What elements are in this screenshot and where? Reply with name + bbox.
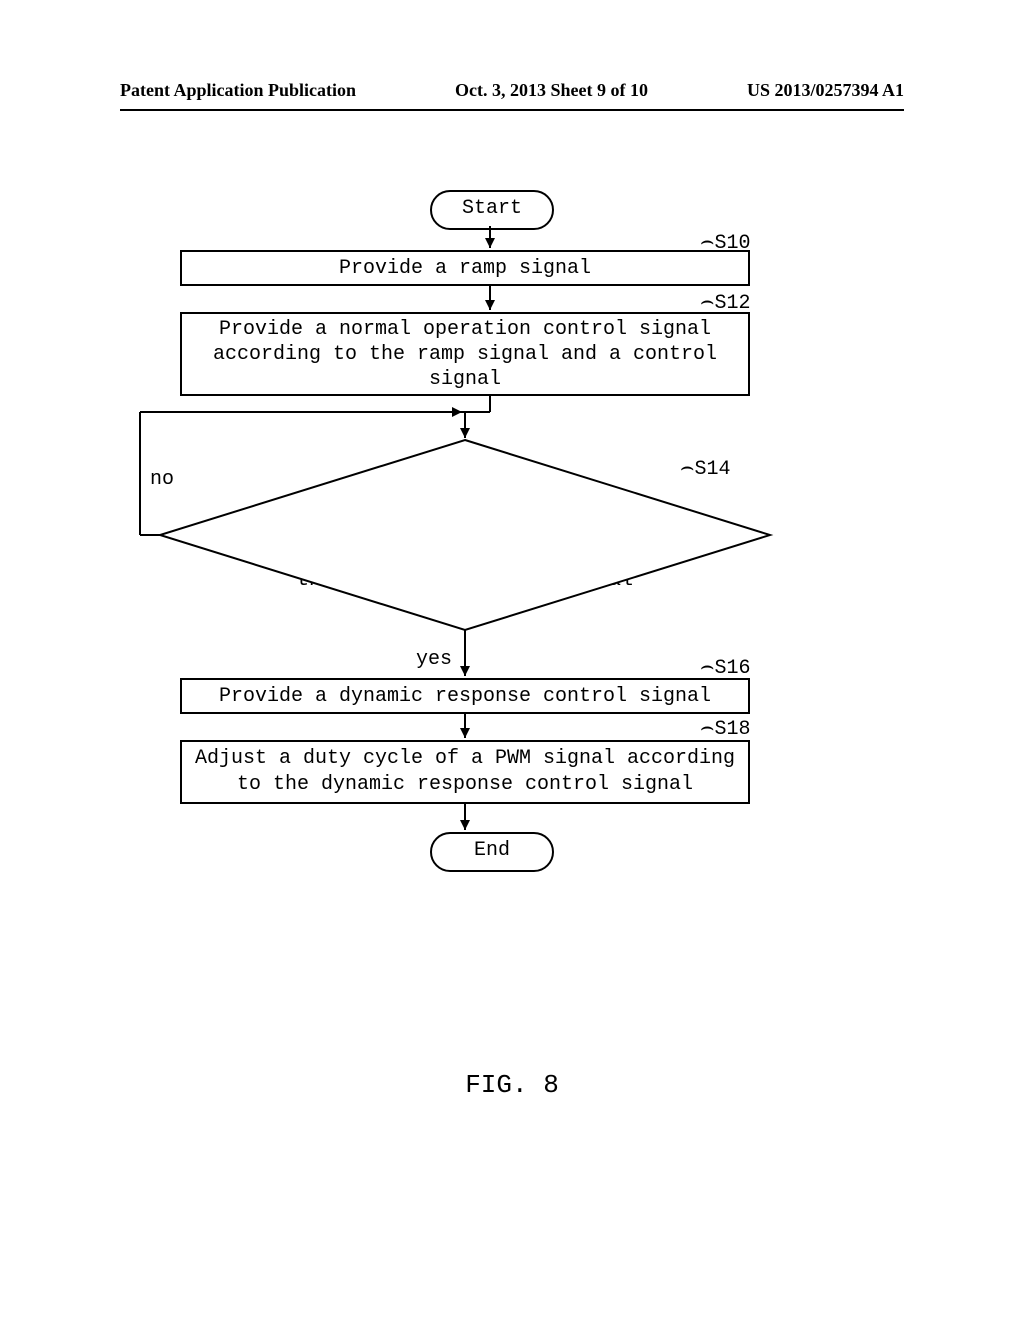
flowchart-diagram: Start Provide a ramp signal ⌢S10 Provide… [0, 160, 1024, 1060]
edge-yes-label: yes [416, 648, 452, 671]
s10-text: Provide a ramp signal [339, 257, 591, 280]
start-node: Start [430, 190, 554, 230]
process-s10: Provide a ramp signal [180, 250, 750, 286]
edge-no-label: no [150, 468, 174, 491]
process-s16: Provide a dynamic response control signa… [180, 678, 750, 714]
ref-s16: ⌢S16 [700, 655, 751, 680]
process-s18: Adjust a duty cycle of a PWM signal acco… [180, 740, 750, 804]
s16-text: Provide a dynamic response control signa… [219, 685, 711, 708]
s12-text: Provide a normal operation control signa… [213, 317, 717, 392]
flowchart-connectors [0, 160, 1024, 1060]
header-separator [120, 109, 904, 111]
figure-caption: FIG. 8 [0, 1070, 1024, 1100]
header-left: Patent Application Publication [120, 80, 356, 101]
end-label: End [474, 839, 510, 862]
page-header: Patent Application Publication Oct. 3, 2… [0, 80, 1024, 111]
ref-s18: ⌢S18 [700, 716, 751, 741]
header-right: US 2013/0257394 A1 [747, 80, 904, 101]
ref-s10: ⌢S10 [700, 230, 751, 255]
decision-s14-text: Determine whether the control signal is … [210, 490, 720, 594]
header-center: Oct. 3, 2013 Sheet 9 of 10 [455, 80, 648, 101]
process-s12: Provide a normal operation control signa… [180, 312, 750, 396]
end-node: End [430, 832, 554, 872]
ref-s12: ⌢S12 [700, 290, 751, 315]
s18-text: Adjust a duty cycle of a PWM signal acco… [195, 746, 735, 798]
start-label: Start [462, 197, 522, 220]
ref-s14: ⌢S14 [680, 456, 731, 481]
